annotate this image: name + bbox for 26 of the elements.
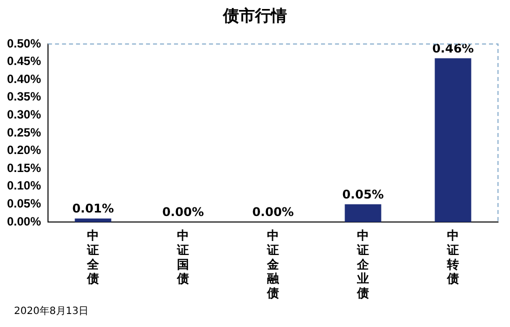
y-tick-label: 0.15% <box>6 160 42 175</box>
x-tick-label: 中证金融债 <box>266 228 280 300</box>
y-tick-label: 0.00% <box>6 214 42 228</box>
bar <box>74 218 112 222</box>
y-tick-label: 0.25% <box>6 125 42 140</box>
x-tick-label: 中证国债 <box>176 228 190 286</box>
x-tick-label: 中证企业债 <box>356 228 370 300</box>
y-tick-label: 0.05% <box>6 196 42 211</box>
text: 2020年8月13日 <box>14 305 89 318</box>
data-label: 0.00% <box>162 205 204 220</box>
bar <box>434 58 472 222</box>
x-tick-label: 中证转债 <box>446 228 460 286</box>
data-label: 0.05% <box>342 187 384 202</box>
data-label: 0.00% <box>252 205 294 220</box>
chart-title: 债市行情 <box>222 6 288 27</box>
data-label: 0.46% <box>432 41 474 56</box>
y-tick-label: 0.40% <box>6 72 42 86</box>
y-tick-label: 0.20% <box>6 143 42 158</box>
y-tick-label: 0.35% <box>6 90 42 104</box>
data-label: 0.01% <box>72 202 114 216</box>
y-tick-label: 0.45% <box>6 54 42 68</box>
x-tick-label: 中证全债 <box>86 228 100 286</box>
y-tick-label: 0.50% <box>6 36 42 50</box>
y-tick-label: 0.30% <box>6 108 42 122</box>
y-tick-label: 0.10% <box>6 178 42 193</box>
bar <box>344 204 382 222</box>
